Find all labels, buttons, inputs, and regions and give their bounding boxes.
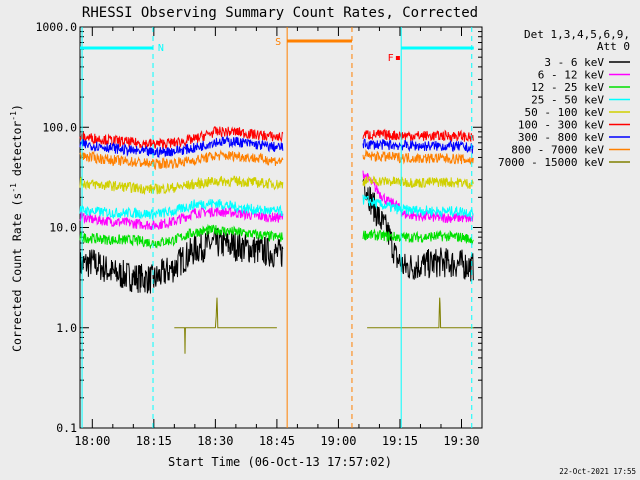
flare-flag-dot [395,56,400,60]
flag-label-n: N [158,43,164,54]
legend-label-800-7000-keV: 800 - 7000 keV [511,144,604,157]
series-7000-15000-keV-line [367,297,474,329]
legend-label-100-300-keV: 100 - 300 keV [518,119,604,132]
series-3-6-keV-line [362,179,474,282]
legend-header-1: Det 1,3,4,5,6,9, [524,28,630,41]
x-tick-label: 19:30 [443,434,479,448]
legend-label-300-800-keV: 300 - 800 keV [518,131,604,144]
y-tick-label: 100.0 [42,120,77,134]
series-50-100-keV-line [79,175,284,195]
y-tick-label: 1.0 [56,321,77,335]
y-tick-label: 10.0 [49,221,77,235]
series-12-25-keV-line [79,223,284,250]
x-axis-label: Start Time (06-Oct-13 17:57:02) [168,455,392,469]
x-tick-label: 19:00 [320,434,356,448]
legend-label-25-50-keV: 25 - 50 keV [531,94,604,107]
x-tick-label: 18:45 [259,434,295,448]
series-100-300-keV-line [79,125,284,150]
series-3-6-keV-line [79,227,284,294]
legend-header-2: Att 0 [597,40,630,53]
series-100-300-keV-line [362,128,474,143]
flag-label-f: F [388,53,394,64]
series-800-7000-keV-line [362,149,474,165]
y-tick-label: 1000.0 [35,20,77,34]
legend-label-50-100-keV: 50 - 100 keV [525,106,605,119]
series-12-25-keV-line [362,228,474,245]
footer-timestamp: 22-Oct-2021 17:55 [559,467,636,476]
series-300-800-keV-line [362,138,474,154]
y-tick-label: 0.1 [56,421,77,435]
x-tick-label: 19:15 [382,434,418,448]
series-6-12-keV-line [79,205,284,231]
series-300-800-keV-line [79,134,284,159]
series-25-50-keV-line [362,194,474,218]
series-25-50-keV-line [79,198,283,221]
x-tick-label: 18:15 [136,434,172,448]
series-800-7000-keV-line [79,149,284,171]
x-tick-label: 18:30 [197,434,233,448]
legend-label-7000-15000-keV: 7000 - 15000 keV [498,156,604,169]
flag-label-s: S [275,37,281,48]
chart-title: RHESSI Observing Summary Count Rates, Co… [82,5,478,21]
legend-label-3-6-keV: 3 - 6 keV [544,56,604,69]
series-7000-15000-keV-line [174,297,277,354]
y-axis-label: Corrected Count Rate (s-1 detector-1) [9,104,24,352]
legend-label-12-25-keV: 12 - 25 keV [531,81,604,94]
series-50-100-keV-line [362,175,474,189]
legend-label-6-12-keV: 6 - 12 keV [538,69,605,82]
x-tick-label: 18:00 [74,434,110,448]
